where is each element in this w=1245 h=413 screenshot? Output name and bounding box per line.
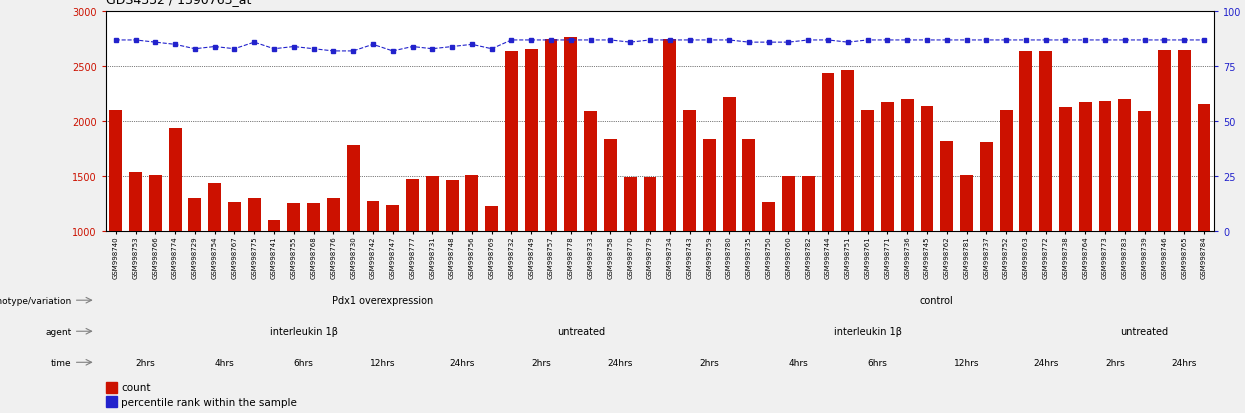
Text: GDS4332 / 1390763_at: GDS4332 / 1390763_at (106, 0, 251, 6)
Text: genotype/variation: genotype/variation (0, 296, 72, 305)
Text: 4hrs: 4hrs (788, 358, 808, 367)
Bar (110, 111, 122, 231)
Bar (466, 176, 478, 231)
Bar (346, 146, 360, 231)
Text: untreated: untreated (557, 326, 605, 337)
Bar (544, 40, 558, 231)
Bar (106, 396, 117, 407)
Text: 24hrs: 24hrs (1033, 358, 1058, 367)
Bar (505, 52, 518, 231)
Bar (268, 221, 280, 231)
Text: interleukin 1β: interleukin 1β (834, 326, 901, 337)
Bar (900, 100, 914, 231)
Bar (1138, 112, 1152, 231)
Bar (248, 198, 260, 231)
Bar (940, 142, 954, 231)
Text: 2hrs: 2hrs (136, 358, 156, 367)
Bar (664, 40, 676, 231)
Text: 24hrs: 24hrs (449, 358, 474, 367)
Bar (288, 204, 300, 231)
Bar (762, 203, 776, 231)
Text: 12hrs: 12hrs (954, 358, 980, 367)
Bar (426, 177, 438, 231)
Bar (881, 103, 894, 231)
Text: count: count (121, 382, 151, 392)
Bar (980, 142, 992, 231)
Text: 2hrs: 2hrs (1106, 358, 1124, 367)
Bar (1198, 104, 1210, 231)
Text: agent: agent (46, 327, 72, 336)
Bar (308, 204, 320, 231)
Text: 24hrs: 24hrs (608, 358, 632, 367)
Bar (1079, 103, 1092, 231)
Bar (684, 111, 696, 231)
Bar (366, 202, 380, 231)
Bar (386, 205, 400, 231)
Text: 12hrs: 12hrs (370, 358, 396, 367)
Bar (1158, 51, 1170, 231)
Bar (406, 180, 420, 231)
Bar (822, 74, 834, 231)
Text: 2hrs: 2hrs (532, 358, 552, 367)
Bar (1059, 108, 1072, 231)
Bar (1020, 52, 1032, 231)
Bar (644, 178, 656, 231)
Bar (525, 50, 538, 231)
Bar (564, 38, 578, 231)
Bar (782, 177, 794, 231)
Bar (802, 177, 814, 231)
Bar (149, 176, 162, 231)
Bar (106, 382, 117, 393)
Bar (446, 181, 458, 231)
Text: untreated: untreated (1120, 326, 1169, 337)
Bar (208, 183, 222, 231)
Text: interleukin 1β: interleukin 1β (270, 326, 337, 337)
Text: control: control (920, 295, 954, 306)
Bar (1040, 52, 1052, 231)
Bar (1098, 102, 1112, 231)
Bar (624, 178, 636, 231)
Bar (1118, 100, 1132, 231)
Text: 4hrs: 4hrs (214, 358, 234, 367)
Text: 24hrs: 24hrs (1172, 358, 1196, 367)
Text: percentile rank within the sample: percentile rank within the sample (121, 397, 298, 407)
Bar (228, 203, 240, 231)
Bar (742, 139, 756, 231)
Bar (722, 98, 736, 231)
Bar (1000, 111, 1012, 231)
Bar (604, 139, 616, 231)
Bar (862, 111, 874, 231)
Bar (168, 128, 182, 231)
Bar (486, 206, 498, 231)
Bar (842, 70, 854, 231)
Bar (584, 112, 598, 231)
Text: 6hrs: 6hrs (294, 358, 314, 367)
Bar (188, 198, 202, 231)
Text: 2hrs: 2hrs (700, 358, 720, 367)
Bar (129, 172, 142, 231)
Text: time: time (51, 358, 72, 367)
Bar (703, 139, 716, 231)
Text: 6hrs: 6hrs (868, 358, 888, 367)
Bar (1178, 51, 1190, 231)
Bar (920, 107, 934, 231)
Text: Pdx1 overexpression: Pdx1 overexpression (332, 295, 433, 306)
Bar (960, 176, 974, 231)
Bar (327, 198, 340, 231)
